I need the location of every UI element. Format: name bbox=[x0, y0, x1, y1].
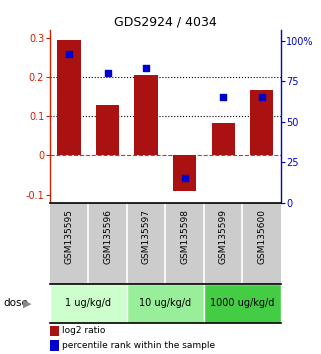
Text: GSM135600: GSM135600 bbox=[257, 209, 266, 264]
Bar bbox=[50, 341, 59, 351]
Text: 1 ug/kg/d: 1 ug/kg/d bbox=[65, 298, 111, 308]
Text: 1000 ug/kg/d: 1000 ug/kg/d bbox=[210, 298, 274, 308]
Text: percentile rank within the sample: percentile rank within the sample bbox=[63, 341, 216, 350]
Bar bbox=[96, 104, 119, 155]
Text: GSM135596: GSM135596 bbox=[103, 209, 112, 264]
Text: GSM135598: GSM135598 bbox=[180, 209, 189, 264]
Bar bbox=[250, 90, 273, 155]
Text: ▶: ▶ bbox=[23, 298, 31, 308]
Bar bbox=[127, 284, 204, 323]
Bar bbox=[173, 155, 196, 191]
Point bbox=[66, 51, 72, 57]
Text: 10 ug/kg/d: 10 ug/kg/d bbox=[139, 298, 191, 308]
Bar bbox=[50, 284, 127, 323]
Text: GSM135595: GSM135595 bbox=[65, 209, 74, 264]
Point bbox=[143, 65, 149, 71]
Text: dose: dose bbox=[3, 298, 28, 308]
Point bbox=[105, 70, 110, 76]
Bar bbox=[57, 40, 81, 155]
Point bbox=[259, 95, 264, 100]
Point bbox=[182, 176, 187, 181]
Bar bbox=[204, 284, 281, 323]
Text: GSM135597: GSM135597 bbox=[142, 209, 151, 264]
Bar bbox=[212, 123, 235, 155]
Text: log2 ratio: log2 ratio bbox=[63, 326, 106, 336]
Text: GSM135599: GSM135599 bbox=[219, 209, 228, 264]
Bar bbox=[134, 75, 158, 155]
Title: GDS2924 / 4034: GDS2924 / 4034 bbox=[114, 16, 217, 29]
Point bbox=[221, 95, 226, 100]
Bar bbox=[50, 326, 59, 336]
